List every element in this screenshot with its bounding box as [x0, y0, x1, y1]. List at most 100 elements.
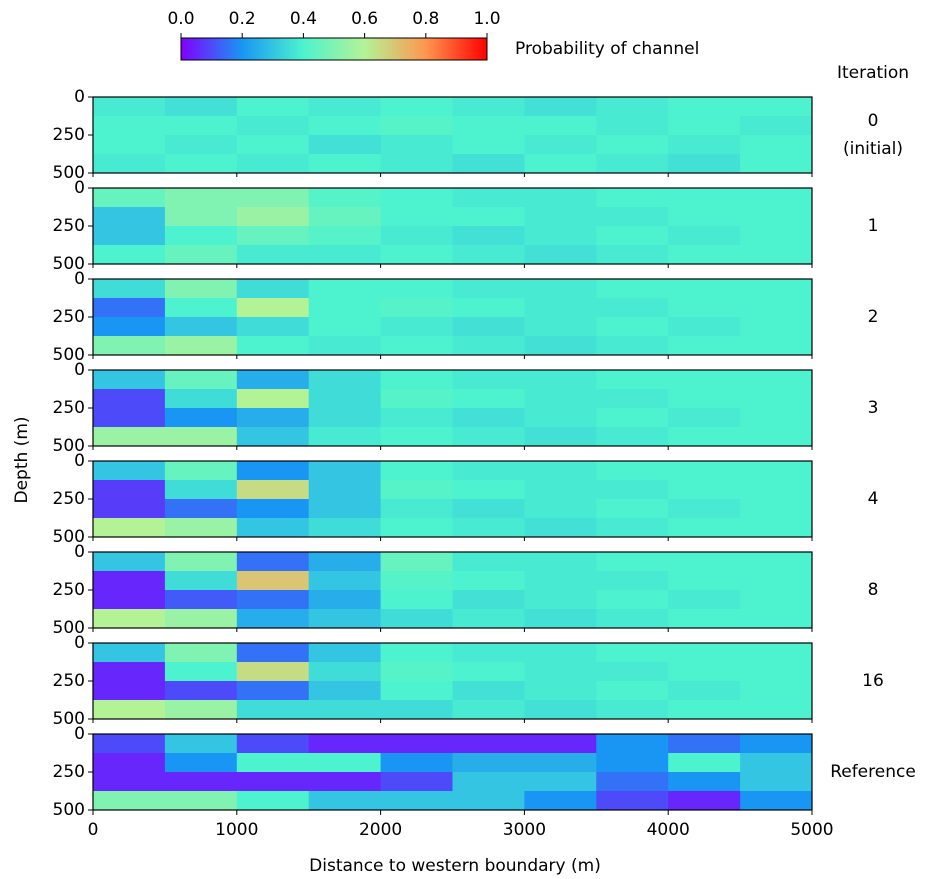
heatmap-cell	[164, 791, 238, 811]
heatmap-cell	[164, 408, 238, 428]
heatmap-cell	[668, 207, 741, 227]
heatmap-cell	[668, 734, 741, 754]
heatmap-cell	[308, 609, 382, 629]
heatmap-cell	[380, 772, 453, 792]
heatmap-cell	[164, 499, 238, 519]
heatmap-cell	[524, 734, 597, 754]
heatmap-cell	[668, 480, 741, 500]
heatmap-cell	[668, 154, 741, 174]
panel-label: 16	[862, 671, 884, 691]
heatmap-cell	[452, 389, 525, 409]
panel-label: 4	[868, 489, 879, 509]
heatmap-cell	[93, 753, 166, 773]
panel: 0 250 500 16	[53, 633, 884, 729]
heatmap-cell	[740, 97, 813, 117]
heatmap-cell	[380, 427, 453, 447]
heatmap-cell	[596, 427, 669, 447]
heatmap-cell	[164, 609, 238, 629]
heatmap-cell	[93, 499, 166, 519]
heatmap-cell	[740, 370, 813, 390]
heatmap-cell	[740, 700, 813, 720]
panel: 0 250 500 2	[53, 269, 879, 365]
heatmap-cell	[596, 408, 669, 428]
heatmap-cell	[236, 245, 310, 265]
y-tick-label: 0	[74, 724, 85, 744]
heatmap-cell	[236, 317, 310, 337]
heatmap-cell	[93, 681, 166, 701]
heatmap-cell	[524, 772, 597, 792]
heatmap-cell	[93, 154, 166, 174]
heatmap-cell	[308, 97, 382, 117]
heatmap-cell	[380, 700, 453, 720]
heatmap-cell	[452, 590, 525, 610]
heatmap-cell	[524, 389, 597, 409]
heatmap-cell	[452, 245, 525, 265]
heatmap-cell	[452, 207, 525, 227]
heatmap-cell	[524, 207, 597, 227]
heatmap-cell	[596, 317, 669, 337]
heatmap-cell	[93, 389, 166, 409]
heatmap-cell	[452, 753, 525, 773]
heatmap-cell	[524, 681, 597, 701]
heatmap-cell	[236, 662, 310, 682]
heatmap-cell	[164, 590, 238, 610]
heatmap-cell	[596, 279, 669, 299]
heatmap-cell	[308, 499, 382, 519]
heatmap-cell	[524, 188, 597, 208]
heatmap-cell	[380, 207, 453, 227]
heatmap-cell	[668, 317, 741, 337]
y-tick-label: 250	[53, 489, 85, 509]
heatmap-cell	[164, 662, 238, 682]
heatmap-cell	[668, 116, 741, 136]
heatmap-cell	[380, 552, 453, 572]
heatmap-cell	[308, 226, 382, 246]
heatmap-cell	[93, 700, 166, 720]
panel-label: 8	[868, 580, 879, 600]
heatmap-cell	[668, 188, 741, 208]
heatmap-cell	[668, 518, 741, 538]
panel: 0 250 500 Reference 0 1000 2000 3000 4000 5000	[53, 724, 916, 840]
heatmap-cell	[380, 279, 453, 299]
heatmap-cell	[524, 518, 597, 538]
heatmap-cell	[452, 188, 525, 208]
heatmap-cell	[740, 480, 813, 500]
heatmap-cell	[93, 370, 166, 390]
y-tick-label: 0	[74, 87, 85, 107]
heatmap-cell	[164, 245, 238, 265]
heatmap-cell	[308, 662, 382, 682]
heatmap-cell	[380, 154, 453, 174]
heatmap-cell	[668, 590, 741, 610]
heatmap-cell	[524, 571, 597, 591]
heatmap-cell	[740, 791, 813, 811]
x-tick-label: 5000	[790, 820, 833, 840]
heatmap-cell	[740, 427, 813, 447]
heatmap-cell	[93, 772, 166, 792]
heatmap-cell	[164, 571, 238, 591]
heatmap-cell	[524, 662, 597, 682]
heatmap-cell	[93, 662, 166, 682]
y-tick-label: 0	[74, 360, 85, 380]
heatmap-cell	[452, 791, 525, 811]
heatmap-cell	[740, 408, 813, 428]
heatmap-cell	[380, 370, 453, 390]
heatmap-cell	[236, 389, 310, 409]
heatmap-cell	[668, 753, 741, 773]
y-tick-label: 500	[53, 254, 85, 274]
heatmap-cell	[596, 207, 669, 227]
heatmap-cell	[380, 317, 453, 337]
heatmap-cell	[452, 643, 525, 663]
heatmap-cell	[164, 518, 238, 538]
heatmap-cell	[308, 336, 382, 356]
heatmap-cell	[93, 245, 166, 265]
heatmap-cell	[93, 609, 166, 629]
heatmap-cell	[380, 571, 453, 591]
heatmap-cell	[740, 207, 813, 227]
heatmap-cell	[164, 681, 238, 701]
heatmap-cell	[524, 370, 597, 390]
heatmap-cell	[93, 116, 166, 136]
heatmap-cell	[93, 207, 166, 227]
heatmap-cell	[596, 336, 669, 356]
heatmap-cell	[93, 518, 166, 538]
heatmap-cell	[164, 552, 238, 572]
